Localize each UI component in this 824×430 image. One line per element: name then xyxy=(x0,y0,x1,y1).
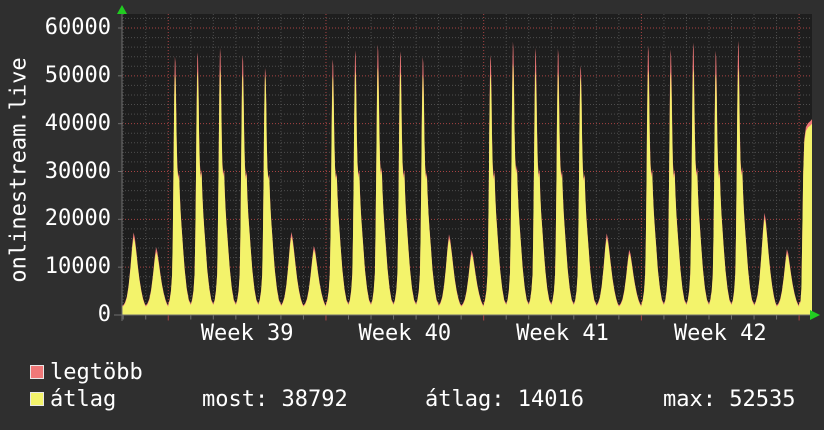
y-axis-label: 30000 xyxy=(44,158,111,184)
x-axis-label: Week 41 xyxy=(516,321,609,346)
y-axis-label: 20000 xyxy=(44,206,111,232)
legend-swatch-atlag xyxy=(30,392,44,406)
stat-atlag: átlag: 14016 xyxy=(425,387,584,412)
stat-max: max: 52535 xyxy=(663,387,796,412)
y-axis-label: 50000 xyxy=(44,62,111,88)
x-axis-label: Week 42 xyxy=(673,321,767,346)
legend-swatch-legtobb xyxy=(30,365,44,379)
y-axis-label: 60000 xyxy=(44,15,111,40)
y-axis-arrow-icon xyxy=(117,5,127,14)
y-axis-label: 40000 xyxy=(44,110,111,136)
x-axis-label: Week 39 xyxy=(200,321,294,346)
legend-label-atlag: átlag xyxy=(50,387,117,412)
stat-most: most: 38792 xyxy=(202,387,348,412)
legend-label-legtobb: legtöbb xyxy=(50,360,143,385)
y-axis-label: 0 xyxy=(97,302,111,327)
y-axis-label: 10000 xyxy=(44,254,111,280)
x-axis-arrow-icon xyxy=(810,310,820,320)
x-axis-label: Week 40 xyxy=(358,321,452,346)
series-area-atlag xyxy=(122,63,812,316)
